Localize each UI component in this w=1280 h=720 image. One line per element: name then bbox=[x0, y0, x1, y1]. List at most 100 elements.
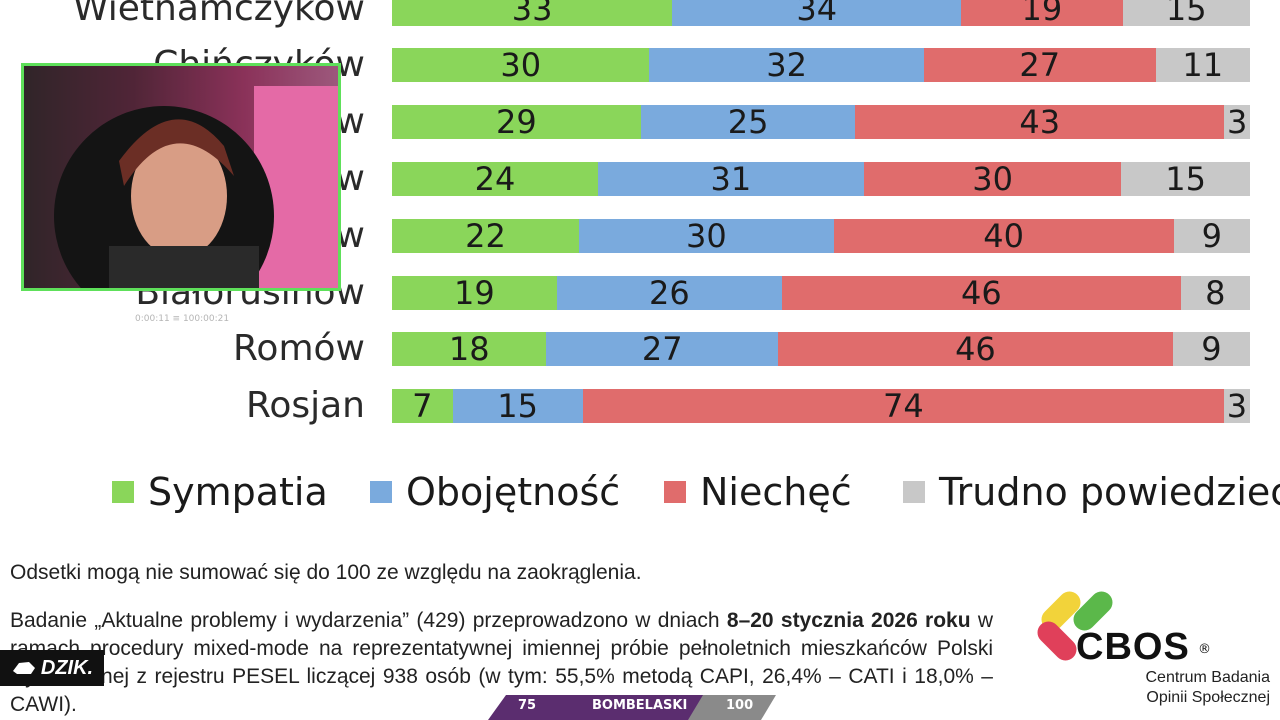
bar-value-label: 11 bbox=[1182, 48, 1224, 82]
bar-segment: 3 bbox=[1223, 389, 1250, 423]
boar-icon bbox=[12, 662, 35, 674]
bar-value-label: 3 bbox=[1226, 105, 1248, 139]
bar-value-label: 26 bbox=[648, 276, 690, 310]
bar-value-label: 31 bbox=[710, 162, 752, 196]
bar-segment: 3 bbox=[1224, 105, 1250, 139]
webcam-caption: 0:00:11 ≡ 100:00:21 bbox=[135, 314, 230, 324]
bar-value-label: 46 bbox=[955, 332, 996, 366]
bar-value-label: 33 bbox=[511, 0, 553, 26]
bar-segment: 32 bbox=[649, 48, 924, 82]
bar-segment: 30 bbox=[863, 162, 1122, 196]
bar-segment: 34 bbox=[672, 0, 962, 26]
chart-legend: Sympatia Obojętność Niechęć Trudno powiedzi… bbox=[0, 470, 1280, 526]
dzik-logo: DZIK. bbox=[0, 650, 104, 686]
bar-value-label: 7 bbox=[412, 389, 433, 423]
legend-label: Sympatia bbox=[148, 470, 328, 514]
bar-value-label: 46 bbox=[960, 276, 1002, 310]
legend-label: Niechęć bbox=[700, 470, 852, 514]
category-label: Rosjan bbox=[245, 385, 365, 426]
legend-label: Trudno powiedzieć bbox=[939, 470, 1280, 514]
bar-segment: 33 bbox=[392, 0, 673, 26]
bar-value-label: 9 bbox=[1201, 332, 1222, 366]
bar-value-label: 15 bbox=[1165, 0, 1207, 26]
bar-segment: 19 bbox=[392, 276, 557, 310]
sub-goal-bar: 75 BOMBELASKI 100 bbox=[488, 695, 776, 720]
bar-value-label: 34 bbox=[796, 0, 838, 26]
bar-value-label: 29 bbox=[496, 105, 537, 139]
cbos-pills-icon bbox=[1037, 591, 1113, 661]
bar-value-label: 30 bbox=[685, 219, 727, 253]
bar-segment: 22 bbox=[392, 219, 579, 253]
legend-item: Sympatia bbox=[112, 470, 328, 514]
bar-segment: 19 bbox=[961, 0, 1123, 26]
bar-value-label: 27 bbox=[1019, 48, 1061, 82]
bar-segment: 46 bbox=[778, 332, 1173, 366]
legend-item: Trudno powiedzieć bbox=[903, 470, 1280, 514]
bar-segment: 43 bbox=[855, 105, 1225, 139]
bar-value-label: 27 bbox=[641, 332, 683, 366]
bar-row: 29 25 43 3 bbox=[392, 105, 1250, 139]
bar-row: 33 34 19 15 bbox=[392, 0, 1250, 26]
bar-value-label: 9 bbox=[1201, 219, 1222, 253]
cbos-registered: ® bbox=[1198, 642, 1211, 657]
bar-segment: 9 bbox=[1173, 219, 1250, 253]
bar-value-label: 15 bbox=[497, 389, 539, 423]
methodology-text: Badanie „Aktualne problemy i wydarzenia”… bbox=[10, 607, 993, 719]
bar-row: 22 30 40 9 bbox=[392, 219, 1250, 253]
bar-row: 7 15 74 3 bbox=[392, 389, 1250, 423]
cbos-subtitle-line1: Centrum Badania bbox=[1145, 669, 1270, 686]
legend-swatch bbox=[664, 481, 686, 503]
bar-segment: 27 bbox=[923, 48, 1156, 82]
sub-goal-current: 75 bbox=[518, 698, 537, 713]
bar-value-label: 19 bbox=[453, 276, 495, 310]
cbos-subtitle: Centrum Badania Opinii Społecznej bbox=[1098, 668, 1270, 708]
bar-value-label: 30 bbox=[500, 48, 542, 82]
sub-goal-name: BOMBELASKI bbox=[592, 698, 688, 713]
bar-segment: 29 bbox=[392, 105, 641, 139]
category-label: Wietnamczyków bbox=[72, 0, 365, 29]
webcam-overlay bbox=[21, 63, 341, 291]
stacked-bar-chart: Wietnamczyków33341915Chińczyków30322711…… bbox=[72, 0, 1250, 426]
bar-value-label: 22 bbox=[465, 219, 506, 253]
footnote: Odsetki mogą nie sumować się do 100 ze w… bbox=[10, 561, 642, 584]
bar-value-label: 3 bbox=[1226, 389, 1248, 423]
bar-row: 18 27 46 9 bbox=[392, 332, 1250, 366]
bar-segment: 40 bbox=[833, 219, 1174, 253]
bar-segment: 30 bbox=[392, 48, 650, 82]
legend-label: Obojętność bbox=[406, 470, 621, 514]
bar-segment: 18 bbox=[392, 332, 547, 366]
bar-segment: 25 bbox=[640, 105, 856, 139]
legend-item: Obojętność bbox=[370, 470, 620, 514]
methodology-part1: Badanie „Aktualne problemy i wydarzenia”… bbox=[10, 609, 727, 632]
cbos-subtitle-line2: Opinii Społecznej bbox=[1146, 689, 1270, 706]
legend-swatch bbox=[903, 481, 925, 503]
bar-segment: 9 bbox=[1172, 332, 1250, 366]
cbos-name: CBOS bbox=[1076, 626, 1190, 668]
bar-value-label: 74 bbox=[882, 389, 924, 423]
bar-value-label: 40 bbox=[983, 219, 1024, 253]
bar-value-label: 8 bbox=[1205, 276, 1226, 310]
bar-segment: 15 bbox=[452, 389, 583, 423]
bar-row: 30 32 27 11 bbox=[392, 48, 1250, 82]
sub-goal-progress bbox=[488, 695, 703, 720]
bar-value-label: 24 bbox=[474, 162, 516, 196]
bar-segment: 27 bbox=[546, 332, 779, 366]
bar-segment: 74 bbox=[582, 389, 1224, 423]
bar-segment: 30 bbox=[578, 219, 834, 253]
bar-value-label: 30 bbox=[972, 162, 1013, 196]
sub-goal-remaining bbox=[688, 695, 776, 720]
bar-value-label: 15 bbox=[1165, 162, 1206, 196]
bar-value-label: 18 bbox=[448, 332, 490, 366]
cbos-logo: CBOS ® Centrum Badania Opinii Społecznej bbox=[1028, 582, 1278, 712]
bar-segment: 24 bbox=[392, 162, 598, 196]
bar-value-label: 19 bbox=[1021, 0, 1063, 26]
bar-segment: 15 bbox=[1122, 0, 1250, 26]
bar-row: 19 26 46 8 bbox=[392, 276, 1250, 310]
legend-swatch bbox=[112, 481, 134, 503]
methodology-part2: w ramach procedury mixed-mode na repreze… bbox=[10, 609, 993, 716]
bar-value-label: 32 bbox=[766, 48, 808, 82]
legend-swatch bbox=[370, 481, 392, 503]
bar-segment: 7 bbox=[392, 389, 453, 423]
bar-value-label: 25 bbox=[727, 105, 769, 139]
sub-goal-target: 100 bbox=[726, 698, 754, 713]
